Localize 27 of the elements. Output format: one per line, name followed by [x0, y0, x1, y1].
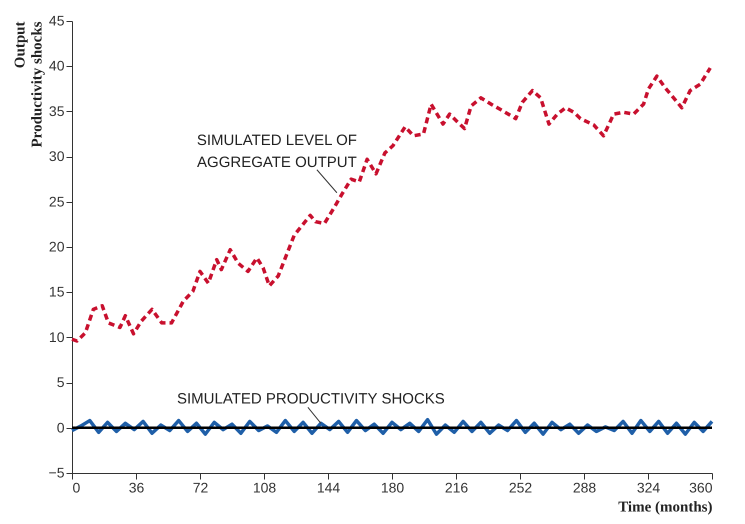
y-tick-label: 30	[48, 148, 65, 164]
x-tick-label: 180	[380, 480, 404, 496]
y-tick-label: 15	[48, 284, 65, 300]
x-tick-label: 252	[508, 480, 532, 496]
x-tick-label: 288	[572, 480, 596, 496]
y-tick-label: 40	[48, 58, 65, 74]
annotation: SIMULATED PRODUCTIVITY SHOCKS	[176, 390, 445, 408]
y-tick-label: 10	[48, 328, 65, 345]
y-tick-label: −5	[48, 464, 65, 480]
x-axis-title: Time (months)	[618, 500, 712, 516]
x-tick-label: 360	[689, 480, 713, 496]
x-tick-label: 0	[72, 480, 80, 496]
y-tick-label: 20	[48, 238, 65, 254]
x-tick-label: 144	[316, 480, 340, 496]
x-tick-label: 324	[636, 480, 660, 496]
annotation: SIMULATED LEVEL OF AGGREGATE OUTPUT	[196, 132, 357, 171]
x-tick-label: 72	[192, 480, 208, 496]
y-tick-label: 45	[48, 12, 65, 28]
x-tick-label: 216	[444, 480, 468, 496]
y-tick-label: 25	[48, 193, 65, 210]
y-tick-label: 0	[56, 419, 65, 436]
y-tick-label: 5	[56, 374, 65, 390]
x-tick-label: 108	[252, 480, 276, 496]
x-tick-label: 36	[128, 480, 144, 496]
y-tick-label: 35	[48, 102, 65, 119]
line-series	[70, 66, 712, 343]
y-axis-title: Output Productivity shocks	[12, 21, 46, 148]
